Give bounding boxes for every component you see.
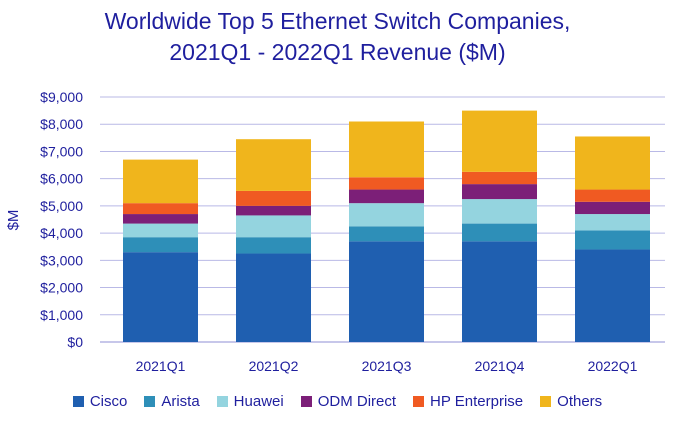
bar-segment-arista-2022q1 <box>575 230 650 250</box>
legend-label: Cisco <box>89 393 128 410</box>
legend-swatch <box>300 396 312 407</box>
y-tick-label: $2,000 <box>40 280 83 296</box>
y-tick-label: $9,000 <box>40 89 83 105</box>
bar-segment-hp-enterprise-2022q1 <box>575 189 650 202</box>
legend-swatch <box>72 396 84 407</box>
bar-segment-hp-enterprise-2021q4 <box>462 171 537 185</box>
legend-label: ODM Direct <box>317 393 397 410</box>
bar-segment-arista-2021q1 <box>123 237 198 253</box>
bar-segment-huawei-2022q1 <box>575 214 650 231</box>
legend-item-others: Others <box>540 393 602 410</box>
x-axis-ticks: 2021Q1 2021Q2 2021Q3 2021Q4 2022Q1 <box>136 358 638 374</box>
bar-segment-cisco-2021q3 <box>349 241 424 342</box>
bar-segment-hp-enterprise-2021q3 <box>349 177 424 190</box>
chart-title-line-2: 2021Q1 - 2022Q1 Revenue ($M) <box>169 39 506 65</box>
bar-segment-cisco-2021q2 <box>236 253 311 342</box>
bar-segment-hp-enterprise-2021q2 <box>236 190 311 206</box>
bar-segment-hp-enterprise-2021q1 <box>123 203 198 215</box>
bar-segment-odm-direct-2021q4 <box>462 184 537 200</box>
bar-segment-others-2021q3 <box>349 121 424 178</box>
y-tick-label: $6,000 <box>40 171 83 187</box>
chart-title-line-1: Worldwide Top 5 Ethernet Switch Companie… <box>104 8 571 34</box>
bar-segment-others-2021q1 <box>123 159 198 204</box>
bar-segment-cisco-2021q4 <box>462 241 537 342</box>
x-tick-label: 2021Q3 <box>362 358 412 374</box>
x-tick-label: 2021Q1 <box>136 358 186 374</box>
legend-label: HP Enterprise <box>430 393 524 410</box>
y-tick-label: $7,000 <box>40 143 83 159</box>
x-tick-label: 2022Q1 <box>588 358 638 374</box>
y-tick-label: $3,000 <box>40 252 83 268</box>
bar-segment-huawei-2021q1 <box>123 223 198 238</box>
x-tick-label: 2021Q2 <box>249 358 299 374</box>
y-tick-label: $4,000 <box>40 225 83 241</box>
y-tick-label: $8,000 <box>40 116 83 132</box>
legend-label: Arista <box>161 393 200 410</box>
bar-segment-others-2021q2 <box>236 139 311 191</box>
bar-segment-odm-direct-2021q2 <box>236 205 311 216</box>
legend-swatch <box>216 396 228 407</box>
bar-segment-arista-2021q3 <box>349 226 424 242</box>
bar-segment-odm-direct-2022q1 <box>575 201 650 215</box>
legend-item-hp-enterprise: HP Enterprise <box>413 393 523 410</box>
bar-segment-huawei-2021q3 <box>349 203 424 227</box>
legend-swatch <box>144 396 156 407</box>
bar-segment-cisco-2022q1 <box>575 249 650 342</box>
legend: Cisco Arista Huawei ODM Direct HP Enterprise… <box>0 393 675 410</box>
bar-segment-odm-direct-2021q3 <box>349 189 424 204</box>
y-tick-label: $5,000 <box>40 198 83 214</box>
legend-item-huawei: Huawei <box>216 393 284 410</box>
bar-segment-huawei-2021q2 <box>236 215 311 238</box>
bars <box>123 110 650 342</box>
chart-title: Worldwide Top 5 Ethernet Switch Companie… <box>0 6 675 68</box>
y-tick-label: $1,000 <box>40 307 83 323</box>
legend-item-arista: Arista <box>144 393 200 410</box>
y-tick-label: $0 <box>67 334 83 350</box>
bar-segment-huawei-2021q4 <box>462 199 537 224</box>
legend-swatch <box>413 396 425 407</box>
y-axis-ticks: $0 $1,000 $2,000 $3,000 $4,000 $5,000 $6,000 $7… <box>40 89 83 350</box>
x-tick-label: 2021Q4 <box>475 358 525 374</box>
bar-segment-arista-2021q2 <box>236 237 311 254</box>
y-axis-label: $M <box>5 210 22 231</box>
legend-item-cisco: Cisco <box>72 393 128 410</box>
legend-label: Others <box>557 393 603 410</box>
bar-segment-others-2022q1 <box>575 136 650 190</box>
bar-segment-cisco-2021q1 <box>123 252 198 342</box>
bar-segment-odm-direct-2021q1 <box>123 214 198 224</box>
legend-swatch <box>540 396 552 407</box>
bar-segment-others-2021q4 <box>462 110 537 172</box>
bar-segment-arista-2021q4 <box>462 223 537 242</box>
legend-item-odm-direct: ODM Direct <box>300 393 397 410</box>
legend-label: Huawei <box>233 393 284 410</box>
